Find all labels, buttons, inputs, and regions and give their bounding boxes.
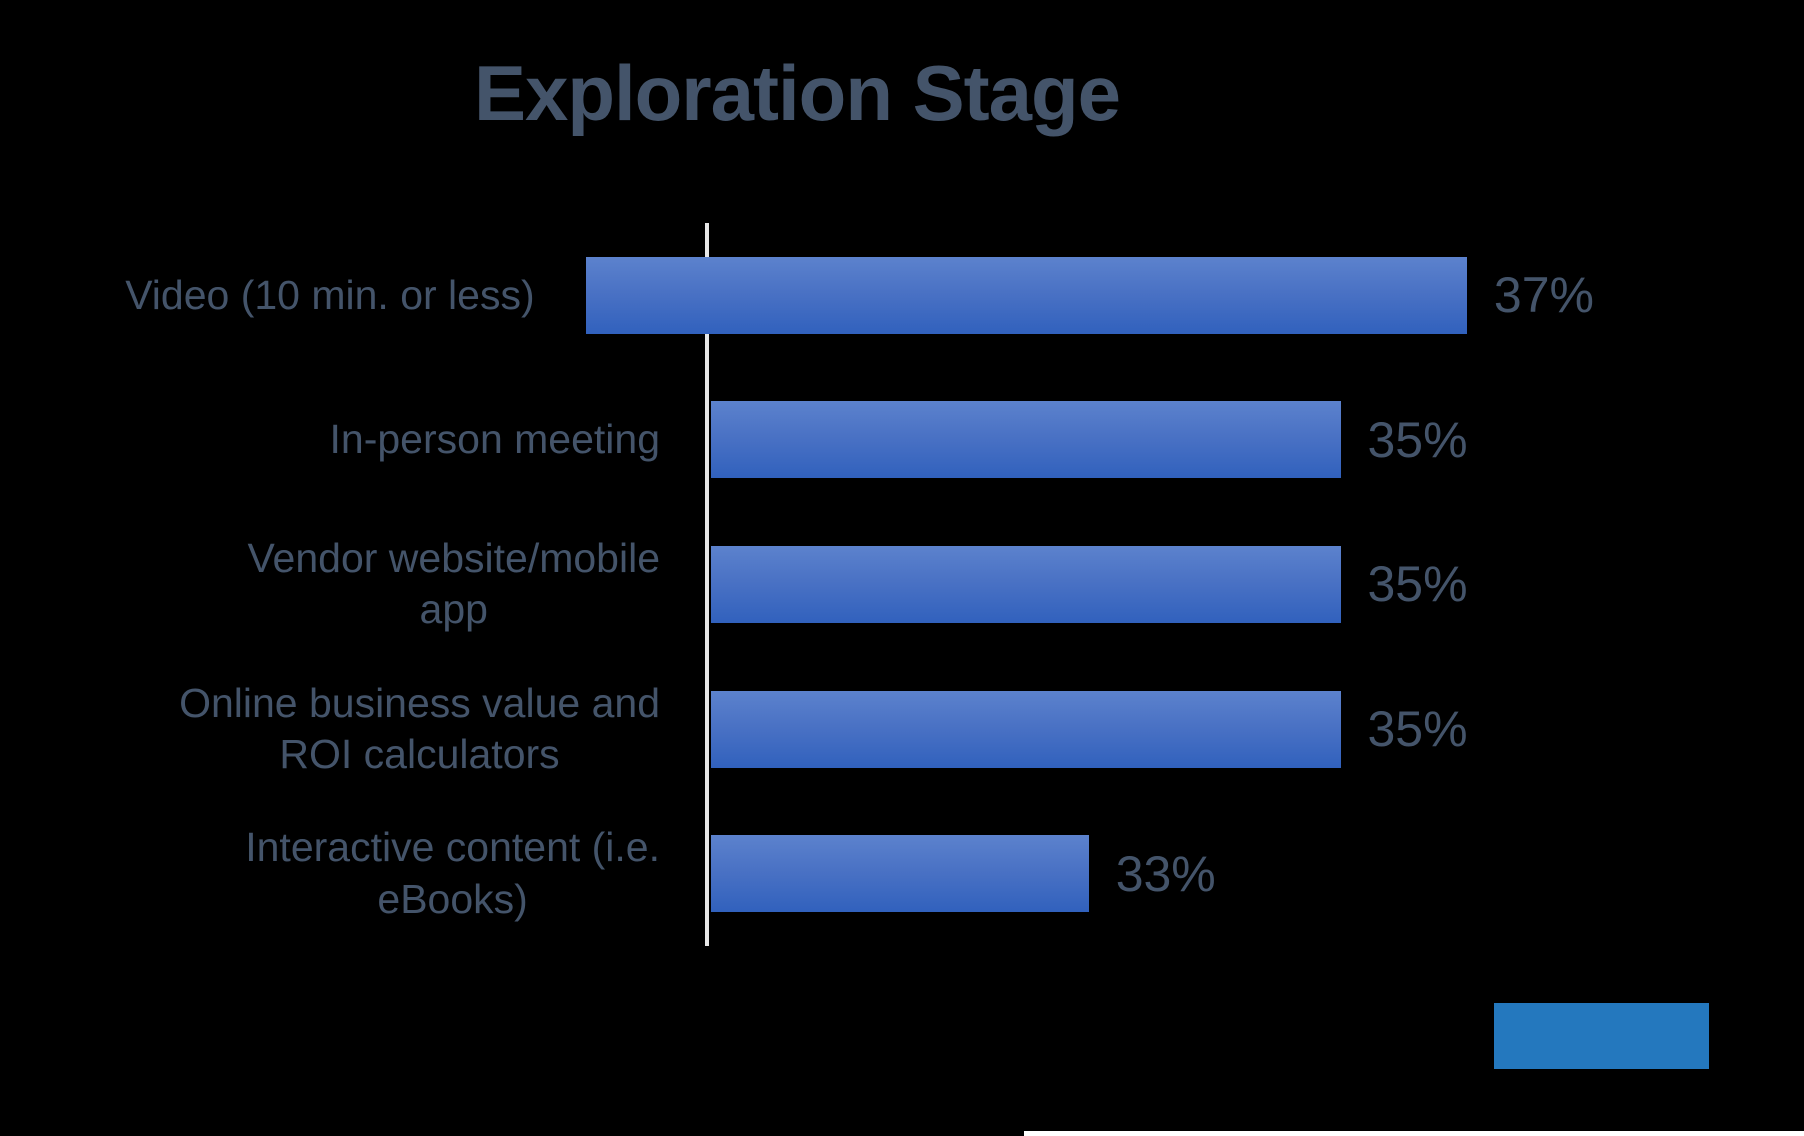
category-label: Vendor website/mobile app bbox=[247, 535, 660, 633]
bar bbox=[711, 401, 1341, 479]
blue-rectangle bbox=[1494, 1003, 1709, 1069]
bar-row: In-person meeting 35% bbox=[0, 368, 1594, 513]
bar-row: Video (10 min. or less) 37% bbox=[0, 223, 1594, 368]
value-label: 35% bbox=[1367, 701, 1468, 758]
category-axis-line bbox=[705, 223, 709, 946]
category-label: Interactive content (i.e. eBooks) bbox=[245, 824, 660, 922]
category-label: In-person meeting bbox=[329, 416, 660, 463]
category-label: Video (10 min. or less) bbox=[125, 271, 535, 318]
value-label: 37% bbox=[1493, 267, 1594, 324]
bar bbox=[711, 545, 1341, 623]
chart-title: Exploration Stage bbox=[473, 49, 1121, 137]
category-label: Online business value and ROI calculator… bbox=[179, 679, 660, 778]
value-label: 35% bbox=[1367, 556, 1468, 613]
bar bbox=[711, 835, 1089, 913]
bar-row: Online business value and ROI calculator… bbox=[0, 657, 1594, 802]
bottom-edge-strip bbox=[1024, 1131, 1804, 1136]
bar-chart: Exploration Stage Video (10 min. or less… bbox=[0, 49, 1594, 946]
bar-row: Interactive content (i.e. eBooks) 33% bbox=[0, 801, 1594, 946]
value-label: 33% bbox=[1115, 845, 1216, 902]
bar bbox=[585, 256, 1467, 334]
bar-row: Vendor website/mobile app 35% bbox=[0, 512, 1594, 657]
value-label: 35% bbox=[1367, 411, 1468, 468]
plot-area: Video (10 min. or less) 37% In-person me… bbox=[0, 223, 1594, 946]
bar bbox=[711, 690, 1341, 768]
